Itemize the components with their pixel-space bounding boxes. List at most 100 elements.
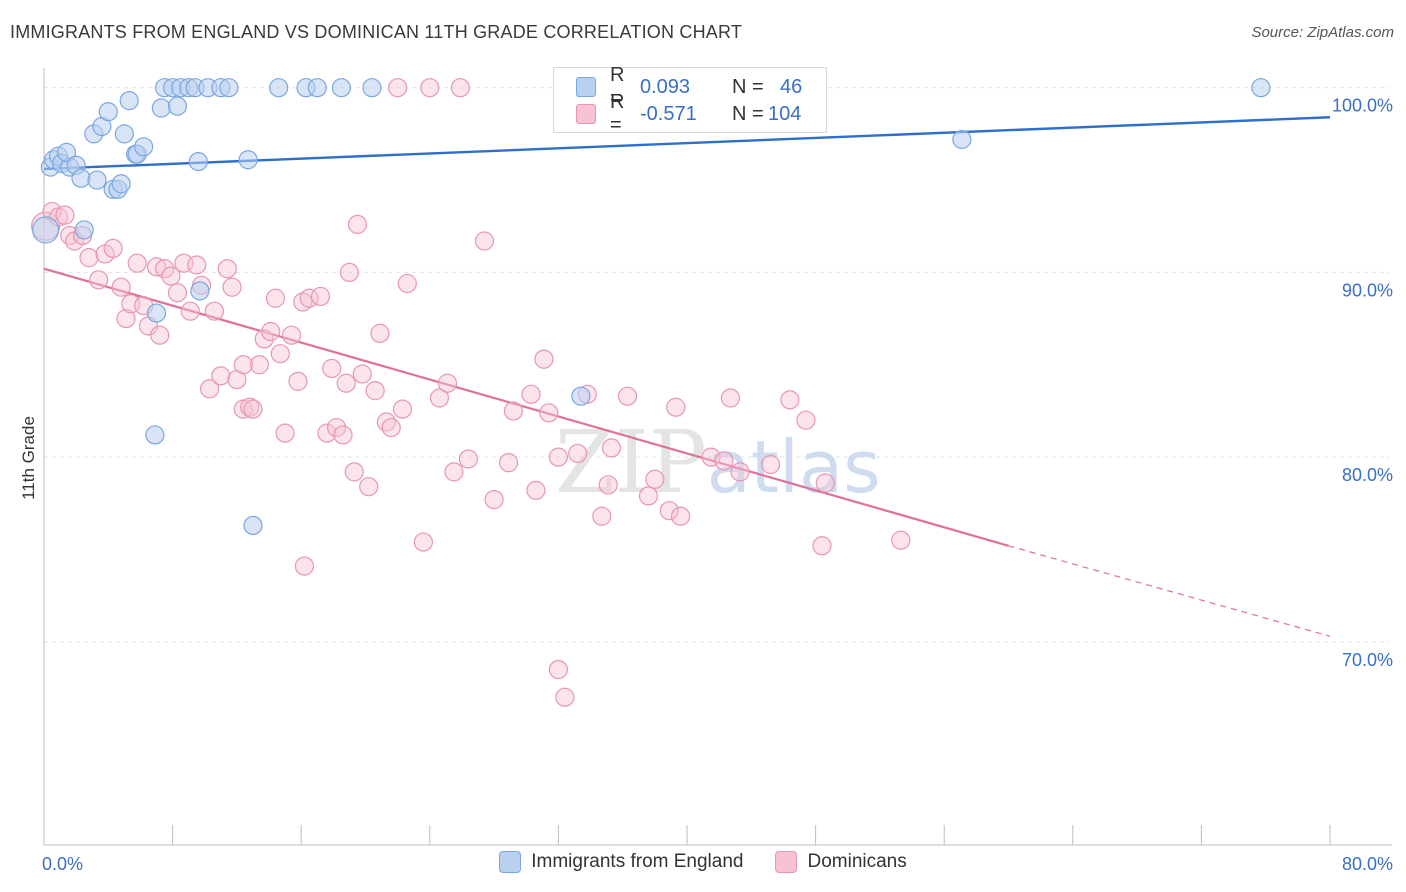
dominican-point: [233, 399, 253, 419]
england-point: [571, 386, 591, 406]
n-label: N =: [732, 102, 764, 125]
england-point: [98, 102, 118, 122]
dominican-point: [322, 358, 342, 379]
dominican-point: [222, 277, 242, 297]
dominican-point: [111, 277, 131, 297]
dominican-point: [249, 355, 270, 375]
dominican-point: [720, 388, 741, 408]
x-tick-label: 80.0%: [1342, 854, 1393, 874]
dominican-point: [503, 401, 523, 421]
legend-row-england: R = 0.093 N = 46: [576, 64, 803, 109]
y-tick-label: 100.0%: [1332, 96, 1393, 116]
trend-lines: [43, 116, 1331, 637]
dominican-point: [601, 438, 622, 458]
dominican-point: [645, 469, 665, 489]
data-points: [31, 78, 1271, 707]
dominican-point: [204, 301, 224, 321]
dominican-point: [89, 270, 109, 290]
source-label: Source: ZipAtlas.com: [1251, 24, 1394, 41]
england-point: [1251, 78, 1271, 98]
dominican-point: [815, 473, 835, 493]
dominican-point: [261, 321, 281, 342]
dominican-point: [548, 659, 569, 680]
chart-title: IMMIGRANTS FROM ENGLAND VS DOMINICAN 11T…: [10, 22, 743, 42]
x-tick-label: 0.0%: [42, 854, 83, 874]
dominican-point: [365, 381, 385, 401]
dominican-point: [146, 257, 167, 277]
dominican-point: [812, 536, 832, 556]
dominican-point: [294, 556, 315, 576]
england-point: [32, 216, 60, 244]
dominican-point: [592, 506, 612, 526]
n-value: 46: [780, 75, 803, 98]
dominican-point: [638, 486, 659, 506]
legend-item-england: Immigrants from England: [499, 851, 743, 873]
dominican-point: [310, 286, 331, 307]
dominican-point: [598, 475, 618, 495]
england-point: [87, 170, 107, 190]
dominican-point: [413, 532, 433, 552]
dominican-point: [240, 397, 260, 417]
dominican-point: [326, 417, 347, 438]
dominican-point: [548, 447, 569, 467]
dominican-point: [420, 78, 440, 98]
dominican-point: [187, 255, 207, 275]
england-point: [146, 303, 167, 323]
n-value: 104: [768, 102, 802, 125]
dominican-point: [484, 490, 504, 510]
england-point: [114, 124, 134, 144]
stats-legend: R = 0.093 N = 46 R = -0.571 N = 104: [553, 64, 827, 136]
r-value: 0.093: [640, 75, 691, 98]
england-point: [243, 515, 263, 536]
r-label: R =: [610, 64, 625, 109]
dominican-point: [339, 262, 360, 283]
dominican-point: [333, 425, 353, 445]
dominican-point: [79, 248, 99, 268]
watermark: ZIPatlas: [555, 413, 881, 513]
dominican-point: [521, 384, 541, 404]
england-point: [134, 137, 154, 157]
dominican-point: [254, 329, 274, 349]
dominican-point: [392, 399, 413, 419]
dominican-point: [714, 451, 734, 471]
dominican-point: [370, 323, 390, 343]
dominican-point: [388, 78, 408, 98]
r-value: -0.571: [640, 102, 697, 125]
dominican-point: [347, 214, 368, 234]
england-point: [56, 142, 77, 162]
legend-label: Dominicans: [807, 851, 907, 872]
dominican-point: [730, 462, 750, 482]
dominican-point: [217, 259, 237, 279]
watermark-zip: ZIP: [555, 413, 707, 513]
y-tick-label: 70.0%: [1342, 650, 1393, 670]
dominican-point: [116, 308, 136, 329]
england-point: [151, 98, 171, 118]
n-label: N =: [732, 75, 764, 98]
dominican-point: [265, 288, 286, 308]
england-point: [269, 78, 289, 98]
england-point: [145, 425, 165, 445]
dominican-point: [780, 390, 800, 410]
dominican-point: [55, 205, 75, 225]
dominican-point: [666, 397, 686, 417]
dominican-point: [336, 373, 356, 393]
dominican-point: [275, 423, 295, 443]
r-label: R =: [610, 91, 625, 136]
dominican-point: [437, 373, 458, 393]
england-point: [111, 174, 131, 194]
dominican-point: [352, 364, 372, 384]
dominican-point: [127, 253, 147, 273]
dominican-swatch: [775, 851, 798, 873]
dominican-point: [891, 530, 911, 550]
dominican-point: [281, 325, 302, 345]
dominican-point: [701, 447, 721, 467]
y-tick-label: 90.0%: [1342, 280, 1393, 300]
series-legend: Immigrants from England Dominicans: [0, 851, 1406, 873]
england-point: [71, 168, 91, 188]
dominican-point: [167, 283, 188, 303]
dominican-point: [498, 453, 519, 473]
dominican-point: [444, 462, 464, 482]
england-point: [190, 281, 210, 301]
england-point: [307, 78, 327, 98]
